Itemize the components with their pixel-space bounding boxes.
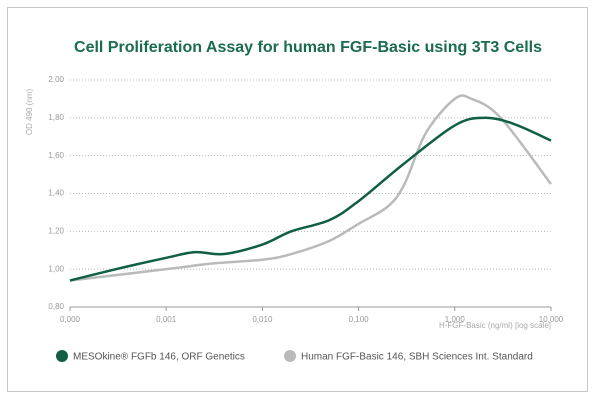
legend-item: MESOkine® FGFb 146, ORF Genetics xyxy=(56,350,245,363)
line xyxy=(69,94,552,282)
y-tick-label: 1,80 xyxy=(48,113,64,122)
x-tick-label: 0,000 xyxy=(60,315,81,324)
x-tick-label: 1,000 xyxy=(445,315,466,324)
frame xyxy=(7,7,588,392)
y-tick-label: 1,40 xyxy=(48,189,64,198)
y-tick-label: 1,00 xyxy=(48,264,64,273)
line xyxy=(69,116,552,282)
y-axis-label: OD 490 (nm) xyxy=(25,89,34,136)
x-tick-label: 0,100 xyxy=(349,315,370,324)
legend-label: MESOkine® FGFb 146, ORF Genetics xyxy=(73,352,245,363)
legend-marker xyxy=(284,350,296,362)
x-tick-label: 10,000 xyxy=(539,315,564,324)
y-tick-label: 1,20 xyxy=(48,226,64,235)
y-tick-label: 0,80 xyxy=(48,302,64,311)
legend-item: Human FGF-Basic 146, SBH Sciences Int. S… xyxy=(284,350,533,363)
y-tick-label: 2,00 xyxy=(48,75,64,84)
legend-marker xyxy=(56,350,68,362)
chart-title: Cell Proliferation Assay for human FGF-B… xyxy=(74,39,542,56)
x-tick-label: 0,010 xyxy=(252,315,273,324)
x-tick-label: 0,001 xyxy=(156,315,177,324)
legend-label: Human FGF-Basic 146, SBH Sciences Int. S… xyxy=(301,352,533,363)
y-tick-label: 1,60 xyxy=(48,151,64,160)
x-axis-label: H-FGF-Basic (ng/ml) [log scale] xyxy=(439,321,551,330)
